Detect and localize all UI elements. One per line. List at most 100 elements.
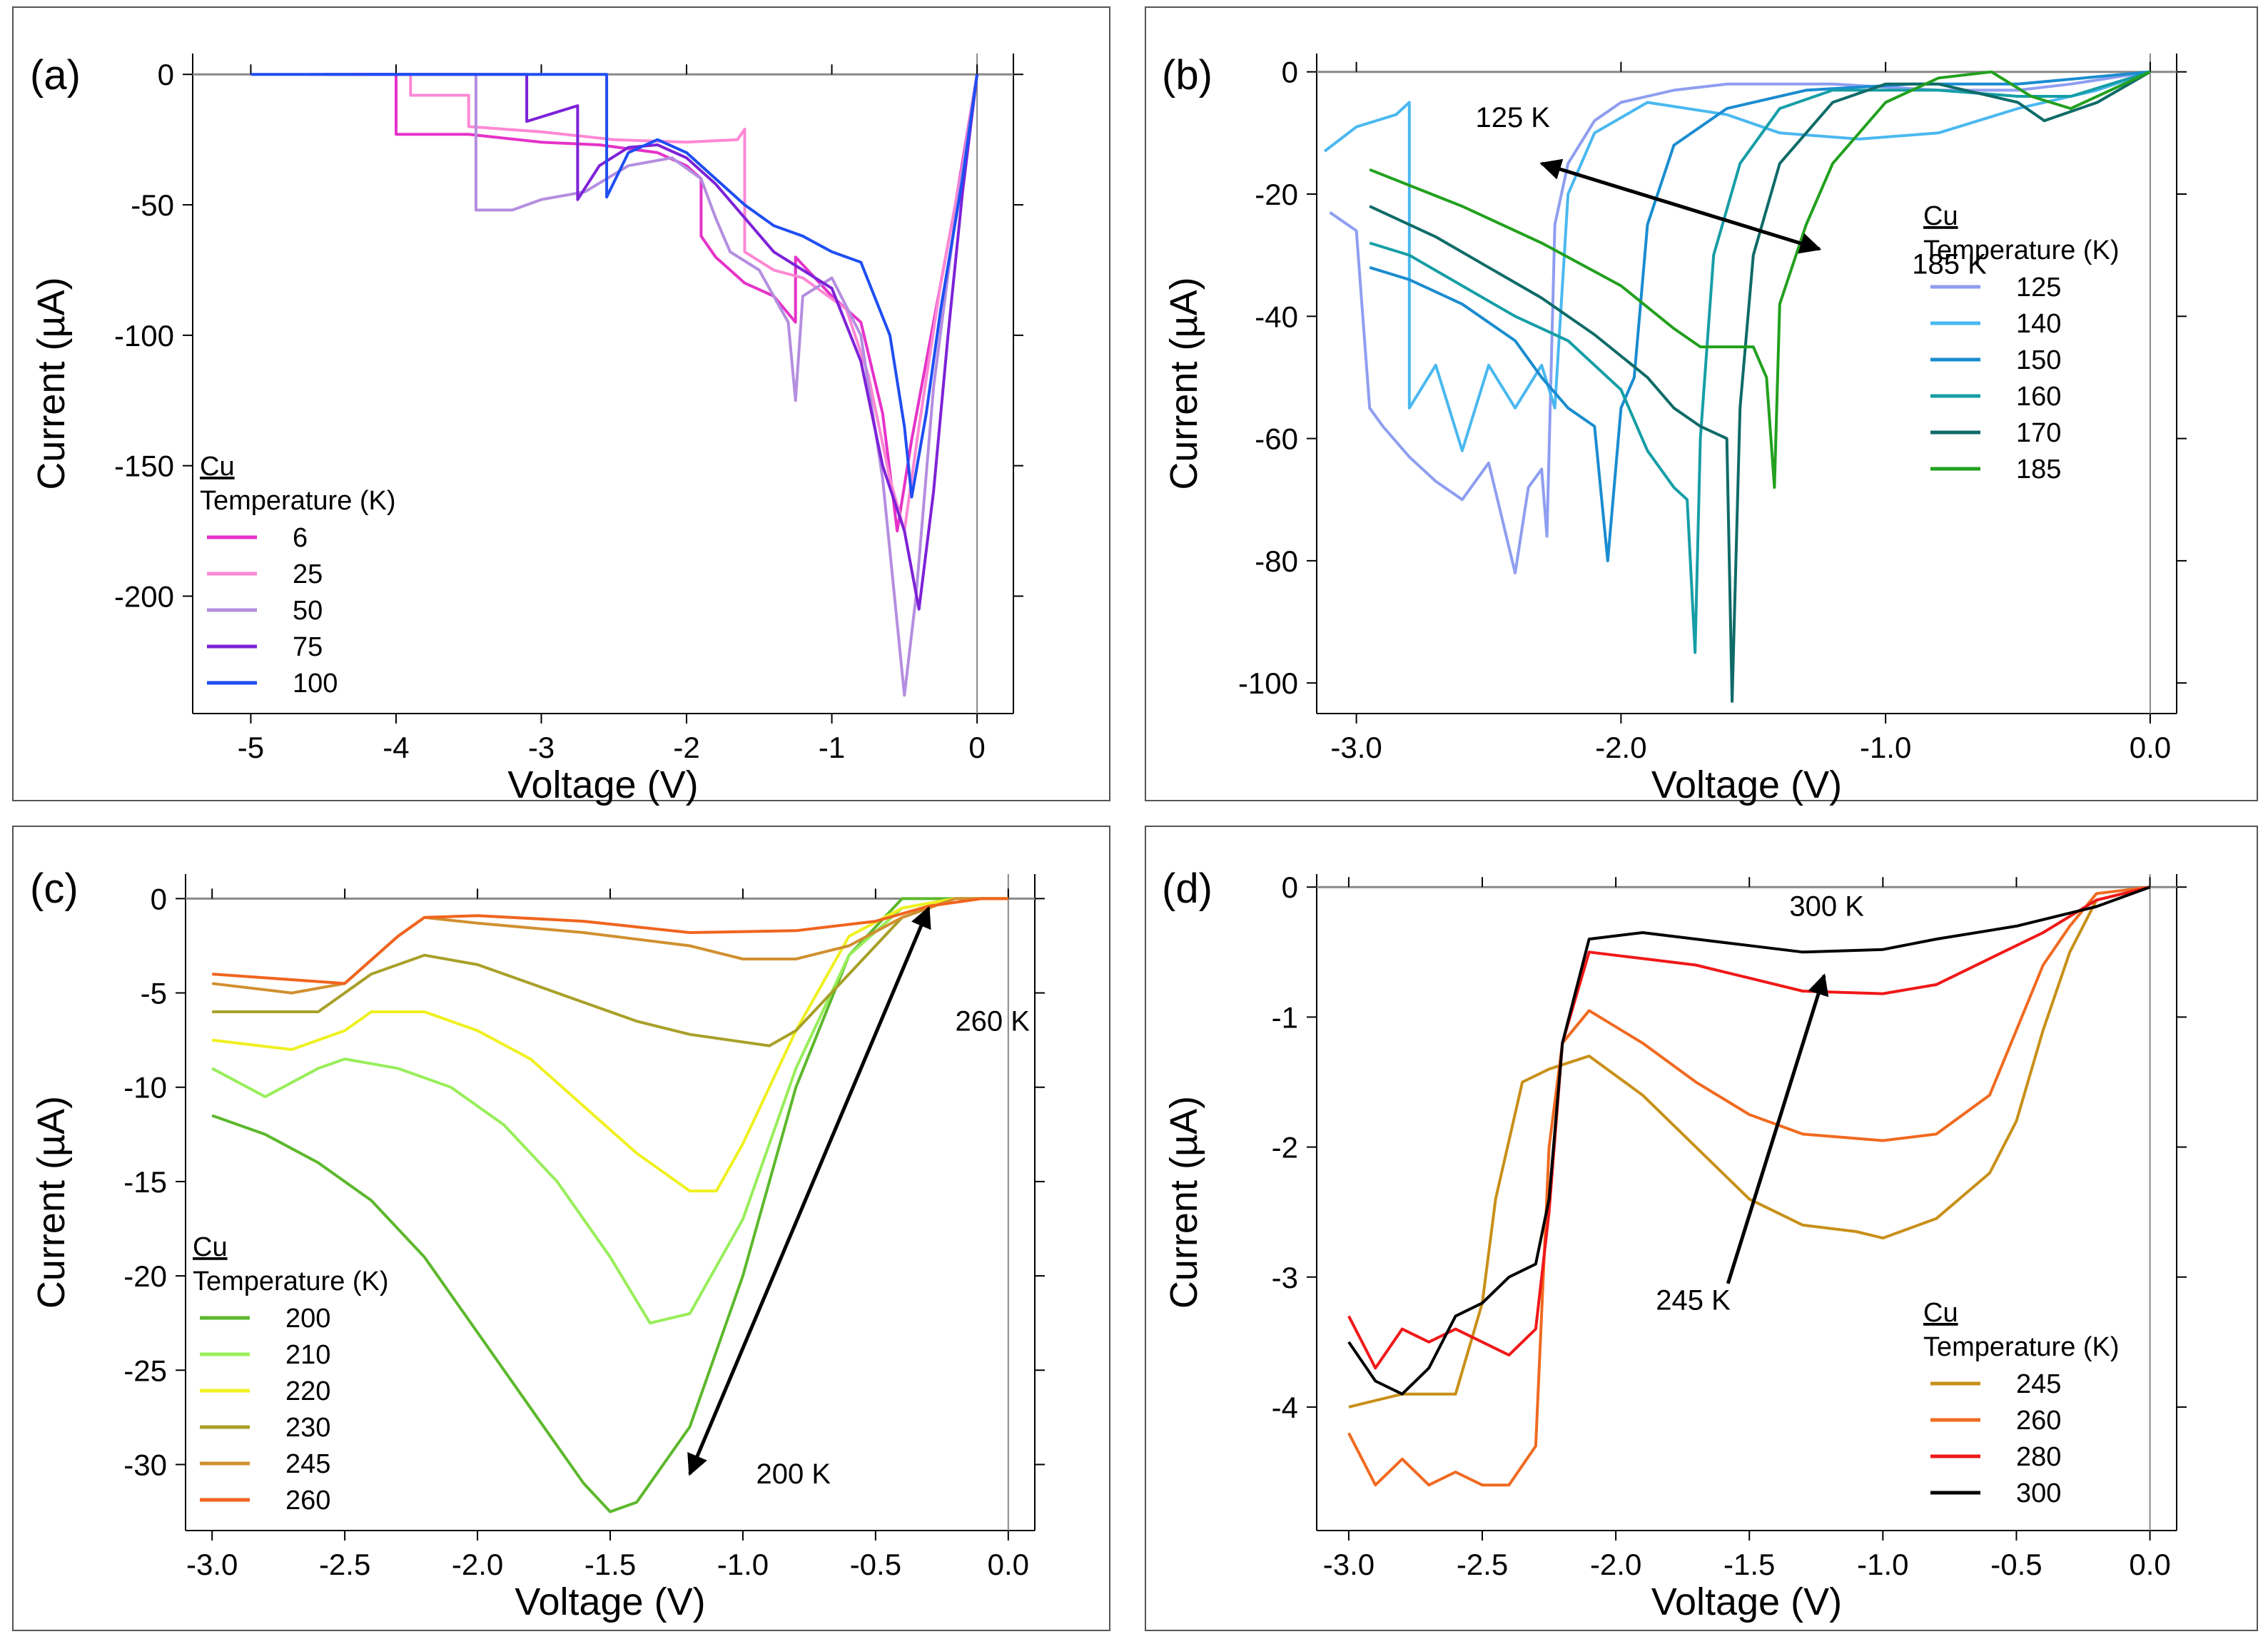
y-tick-label: -10 bbox=[123, 1071, 167, 1105]
x-tick-label: 0.0 bbox=[2130, 731, 2171, 764]
y-tick-label: -20 bbox=[123, 1259, 167, 1293]
panel-label: (b) bbox=[1162, 52, 1213, 98]
annotation-label: 245 K bbox=[1656, 1284, 1731, 1316]
x-tick-label: -2.0 bbox=[1595, 731, 1646, 764]
legend-title: Temperature (K) bbox=[1923, 235, 2120, 265]
legend-material: Cu bbox=[1923, 1298, 1958, 1328]
legend-entry-label: 100 bbox=[293, 669, 338, 699]
annotation-arrow bbox=[1726, 973, 1829, 1284]
x-tick-label: -2.0 bbox=[452, 1548, 503, 1581]
legend-entry-label: 75 bbox=[293, 632, 323, 662]
legend-material: Cu bbox=[193, 1232, 228, 1262]
y-tick-label: -1 bbox=[1272, 1000, 1298, 1034]
legend-entry-label: 185 bbox=[2016, 455, 2061, 484]
legend-entry-label: 300 bbox=[2016, 1478, 2061, 1508]
x-tick-label: -1 bbox=[819, 731, 845, 764]
panel-label: (c) bbox=[30, 866, 79, 912]
legend-entry-label: 25 bbox=[293, 559, 323, 589]
y-tick-label: -50 bbox=[131, 188, 174, 222]
x-tick-label: -4 bbox=[383, 731, 409, 764]
legend-entry-label: 200 bbox=[285, 1304, 330, 1334]
panel-frame bbox=[12, 6, 1110, 801]
series-line-245 bbox=[1348, 886, 2151, 1409]
y-tick-label: -40 bbox=[1255, 300, 1298, 333]
y-axis-label: Current (µA) bbox=[1163, 277, 1205, 489]
series-line-140 bbox=[1323, 70, 2151, 452]
y-tick-label: -2 bbox=[1272, 1131, 1298, 1164]
y-tick-label: -15 bbox=[123, 1165, 167, 1199]
panel-frame bbox=[12, 826, 1110, 1631]
x-tick-label: 0.0 bbox=[2129, 1548, 2170, 1581]
legend-title: Temperature (K) bbox=[200, 486, 396, 516]
panel-label: (d) bbox=[1162, 866, 1213, 912]
annotation-label: 260 K bbox=[955, 1005, 1030, 1037]
legend-title: Temperature (K) bbox=[193, 1267, 389, 1297]
x-axis-label: Voltage (V) bbox=[515, 1580, 705, 1623]
y-tick-label: -25 bbox=[123, 1354, 167, 1387]
y-tick-label: -80 bbox=[1255, 544, 1298, 578]
y-tick-label: 0 bbox=[1282, 56, 1298, 89]
legend-material: Cu bbox=[1923, 201, 1958, 231]
series-line-260 bbox=[1347, 886, 2150, 1487]
legend-entry-label: 230 bbox=[285, 1413, 330, 1443]
legend-entry-label: 50 bbox=[293, 596, 323, 626]
y-tick-label: -30 bbox=[123, 1448, 167, 1481]
panel-frame bbox=[1145, 6, 2258, 801]
y-tick-label: 0 bbox=[1282, 871, 1298, 904]
annotation-label: 185 K bbox=[1912, 248, 1987, 280]
legend-entry-label: 6 bbox=[293, 523, 308, 553]
series-line-100 bbox=[250, 73, 979, 499]
x-axis-label: Voltage (V) bbox=[1651, 763, 1842, 806]
x-tick-label: -2.0 bbox=[1590, 1548, 1641, 1581]
series-line-170 bbox=[1369, 70, 2151, 703]
legend-entry-label: 140 bbox=[2016, 309, 2061, 339]
legend-entry-label: 220 bbox=[285, 1376, 330, 1406]
panel-label: (a) bbox=[30, 52, 81, 98]
legend-entry-label: 245 bbox=[285, 1449, 330, 1479]
series-line-25 bbox=[308, 73, 979, 533]
x-tick-label: 0 bbox=[968, 731, 985, 764]
y-axis-label: Current (µA) bbox=[30, 1096, 73, 1309]
legend-entry-label: 210 bbox=[285, 1340, 330, 1370]
legend-title: Temperature (K) bbox=[1923, 1332, 2120, 1362]
x-tick-label: -1.5 bbox=[1723, 1548, 1775, 1581]
x-tick-label: 0.0 bbox=[988, 1548, 1029, 1581]
panel-frame bbox=[1145, 826, 2258, 1631]
x-tick-label: -2.5 bbox=[1457, 1548, 1508, 1581]
x-tick-label: -1.0 bbox=[1857, 1548, 1908, 1581]
annotation-label: 200 K bbox=[756, 1458, 831, 1490]
y-tick-label: -3 bbox=[1272, 1261, 1298, 1294]
y-tick-label: -20 bbox=[1255, 178, 1298, 211]
y-axis-label: Current (µA) bbox=[30, 277, 73, 489]
x-tick-label: -0.5 bbox=[850, 1548, 901, 1581]
annotation-arrow bbox=[1539, 158, 1822, 254]
y-axis-label: Current (µA) bbox=[1163, 1096, 1205, 1309]
y-tick-label: -4 bbox=[1272, 1391, 1298, 1424]
series-line-50 bbox=[367, 73, 979, 697]
y-tick-label: 0 bbox=[151, 882, 167, 915]
legend-entry-label: 150 bbox=[2016, 345, 2061, 375]
series-line-300 bbox=[1347, 886, 2151, 1396]
legend-entry-label: 125 bbox=[2016, 273, 2061, 303]
legend-entry-label: 280 bbox=[2016, 1442, 2061, 1472]
y-tick-label: 0 bbox=[158, 58, 174, 91]
legend-material: Cu bbox=[200, 452, 235, 482]
chart-panel-d: -3.0 -2.5 -2.0 -1.5 -1.0 -0.5 0.0 0 -1 -2 -3 -4 Volt… bbox=[1145, 826, 2258, 1631]
series-line-75 bbox=[323, 73, 979, 611]
x-axis-label: Voltage (V) bbox=[1651, 1580, 1842, 1623]
annotation-label: 125 K bbox=[1475, 102, 1550, 133]
x-tick-label: -3.0 bbox=[1323, 1548, 1375, 1581]
legend-entry-label: 245 bbox=[2016, 1369, 2061, 1399]
legend: Cu Temperature (K) 6 25 50 75 100 bbox=[200, 452, 396, 699]
annotation-arrow bbox=[687, 905, 931, 1476]
x-tick-label: -1.0 bbox=[717, 1548, 769, 1581]
y-tick-label: -5 bbox=[141, 977, 167, 1010]
legend-entry-label: 260 bbox=[285, 1486, 330, 1516]
legend-entry-label: 170 bbox=[2016, 418, 2061, 448]
x-tick-label: -2 bbox=[673, 731, 699, 764]
legend: Cu Temperature (K) 125 140 150 160 170 185 bbox=[1923, 201, 2120, 484]
series-line-150 bbox=[1369, 70, 2151, 562]
x-tick-label: -5 bbox=[238, 731, 264, 764]
x-tick-label: -1.0 bbox=[1860, 731, 1911, 764]
